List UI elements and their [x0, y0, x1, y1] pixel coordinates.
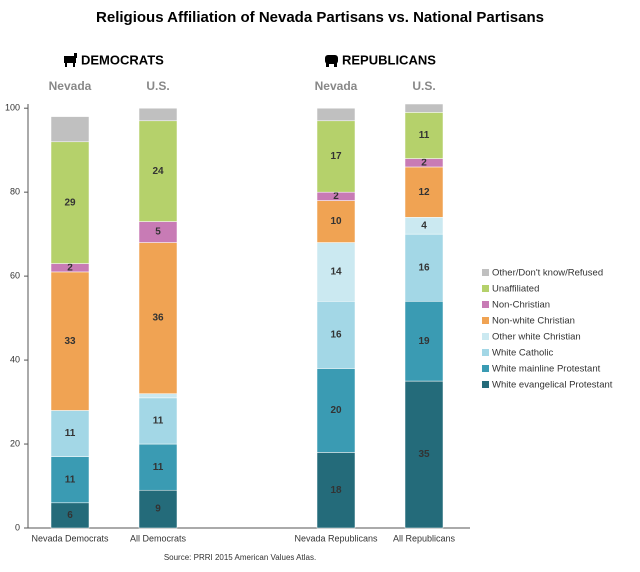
legend-swatch: [482, 333, 489, 340]
data-label: 18: [330, 485, 342, 496]
x-tick-label: All Republicans: [393, 533, 456, 543]
group-label: REPUBLICANS: [342, 52, 436, 67]
data-label: 11: [65, 428, 76, 439]
source: Source: PRRI 2015 American Values Atlas.: [164, 553, 316, 562]
bar-segment: [138, 393, 178, 399]
bar-segment: [404, 166, 444, 218]
sub-label: U.S.: [146, 79, 169, 93]
bar-segment: [316, 301, 356, 369]
y-tick-label: 60: [10, 270, 20, 280]
bar-segment: [404, 233, 444, 302]
bar-segment: [50, 141, 90, 264]
data-label: 33: [64, 336, 76, 347]
data-label: 14: [330, 267, 342, 278]
bar-segment: [316, 200, 356, 243]
bar-segment: [138, 443, 178, 491]
data-label: 12: [418, 187, 430, 198]
data-label: 35: [418, 449, 430, 460]
bar-segment: [138, 107, 178, 122]
chart-title: Religious Affiliation of Nevada Partisan…: [96, 9, 544, 26]
data-label: 36: [152, 313, 164, 324]
legend-label: Unaffiliated: [492, 284, 539, 295]
data-label: 10: [330, 216, 342, 227]
legend-label: Non-white Christian: [492, 316, 575, 327]
bar-segment: [138, 489, 178, 529]
bar-segment: [138, 120, 178, 222]
legend-swatch: [482, 285, 489, 292]
data-label: 11: [419, 130, 430, 141]
bar-segment: [316, 452, 356, 529]
legend-swatch: [482, 269, 489, 276]
bar-segment: [316, 107, 356, 122]
legend-swatch: [482, 349, 489, 356]
data-label: 19: [418, 336, 430, 347]
data-label: 6: [67, 510, 73, 521]
bar-segment: [404, 112, 444, 159]
legend-label: Non-Christian: [492, 300, 550, 311]
sub-label: U.S.: [412, 79, 435, 93]
data-label: 2: [421, 157, 427, 168]
bar-segment: [404, 380, 444, 529]
data-label: 2: [67, 262, 73, 273]
data-label: 11: [153, 462, 164, 473]
bar-segment: [138, 242, 178, 394]
data-label: 29: [64, 197, 76, 208]
data-label: 4: [421, 220, 427, 231]
group-label: DEMOCRATS: [81, 52, 164, 67]
data-label: 2: [333, 191, 339, 202]
legend-swatch: [482, 317, 489, 324]
x-tick-label: Nevada Democrats: [31, 533, 109, 543]
data-label: 11: [65, 474, 76, 485]
sub-label: Nevada: [315, 79, 358, 93]
bar-segment: [404, 301, 444, 382]
bar-segment: [316, 120, 356, 193]
data-label: 16: [330, 330, 342, 341]
y-tick-label: 20: [10, 438, 20, 448]
legend-swatch: [482, 381, 489, 388]
bar-segment: [50, 271, 90, 411]
y-tick-label: 0: [15, 522, 20, 532]
x-tick-label: All Democrats: [130, 533, 187, 543]
legend-swatch: [482, 365, 489, 372]
legend-label: Other/Don't know/Refused: [492, 268, 603, 279]
data-label: 11: [153, 416, 164, 427]
data-label: 9: [155, 504, 161, 515]
y-tick-label: 80: [10, 187, 20, 197]
legend-label: White evangelical Protestant: [492, 380, 613, 391]
bar-segment: [50, 456, 90, 504]
data-label: 17: [330, 151, 342, 162]
data-label: 24: [152, 166, 164, 177]
x-tick-label: Nevada Republicans: [294, 533, 378, 543]
y-tick-label: 100: [5, 103, 20, 113]
bar-segment: [50, 116, 90, 143]
bar-segment: [50, 410, 90, 457]
bar-segment: [316, 242, 356, 302]
bar-segment: [404, 103, 444, 113]
bar-segment: [316, 368, 356, 453]
data-label: 20: [330, 405, 342, 416]
legend-label: Other white Christian: [492, 332, 581, 343]
legend-label: White Catholic: [492, 348, 553, 359]
y-tick-label: 40: [10, 354, 20, 364]
data-label: 16: [418, 262, 430, 273]
dem-icon: [64, 53, 77, 67]
legend-swatch: [482, 301, 489, 308]
data-label: 5: [155, 227, 161, 238]
sub-label: Nevada: [49, 79, 92, 93]
legend-label: White mainline Protestant: [492, 364, 601, 375]
rep-icon: [325, 55, 338, 67]
